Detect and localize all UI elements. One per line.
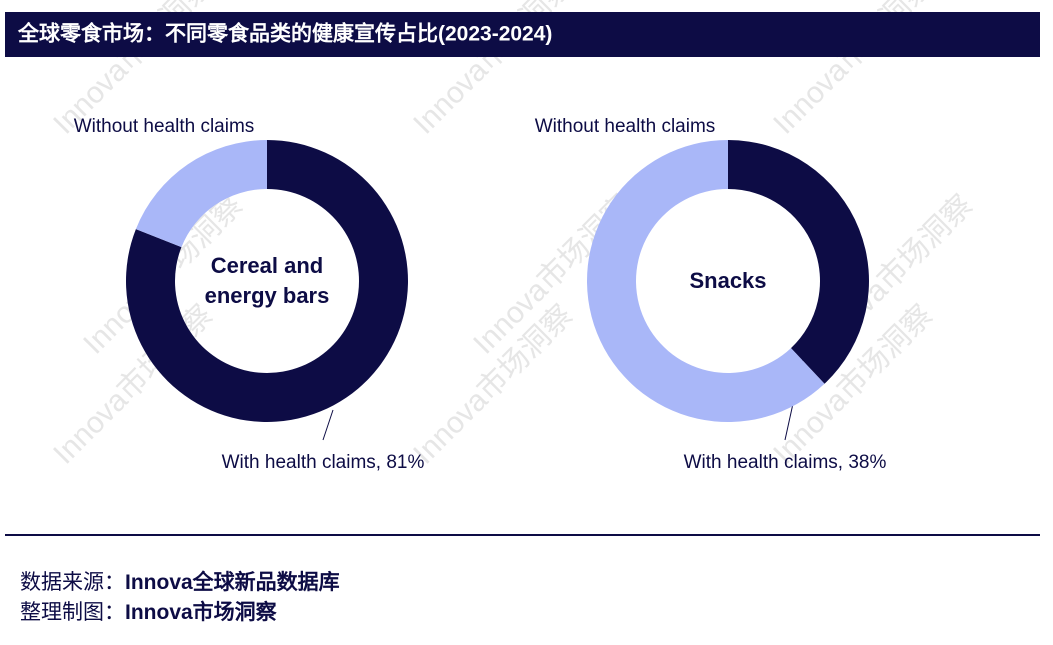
header-bar xyxy=(5,12,1040,57)
donut-segment xyxy=(728,140,869,384)
source: 数据来源：Innova全球新品数据库 xyxy=(20,566,340,596)
segment-label: With health claims, 81% xyxy=(222,452,425,473)
donut-segment xyxy=(135,140,267,248)
center-label: Cereal and energy bars xyxy=(204,253,330,308)
donut-segment xyxy=(586,140,825,422)
maker: 整理制图：Innova市场洞察 xyxy=(20,596,277,626)
segment-label: With health claims, 38% xyxy=(684,452,887,473)
segment-label: Without health claims xyxy=(74,116,255,137)
segment-label: Without health claims xyxy=(535,116,716,137)
leader-line xyxy=(322,409,334,441)
source-label: 数据来源： xyxy=(20,571,125,594)
title: 全球零食市场：不同零食品类的健康宣传占比(2023-2024) xyxy=(17,22,552,46)
source-value: Innova全球新品数据库 xyxy=(125,571,340,594)
maker-value: Innova市场洞察 xyxy=(125,601,277,624)
donut-segment xyxy=(125,140,409,423)
center-label: Snacks xyxy=(689,268,767,293)
maker-label: 整理制图： xyxy=(20,601,125,624)
